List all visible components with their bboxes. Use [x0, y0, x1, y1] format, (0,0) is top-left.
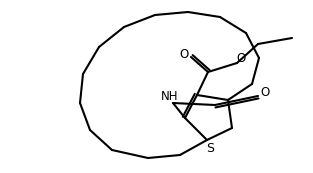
- Text: S: S: [206, 142, 214, 154]
- Text: O: O: [179, 48, 189, 61]
- Text: NH: NH: [161, 89, 179, 102]
- Text: O: O: [260, 86, 269, 99]
- Text: O: O: [236, 52, 246, 65]
